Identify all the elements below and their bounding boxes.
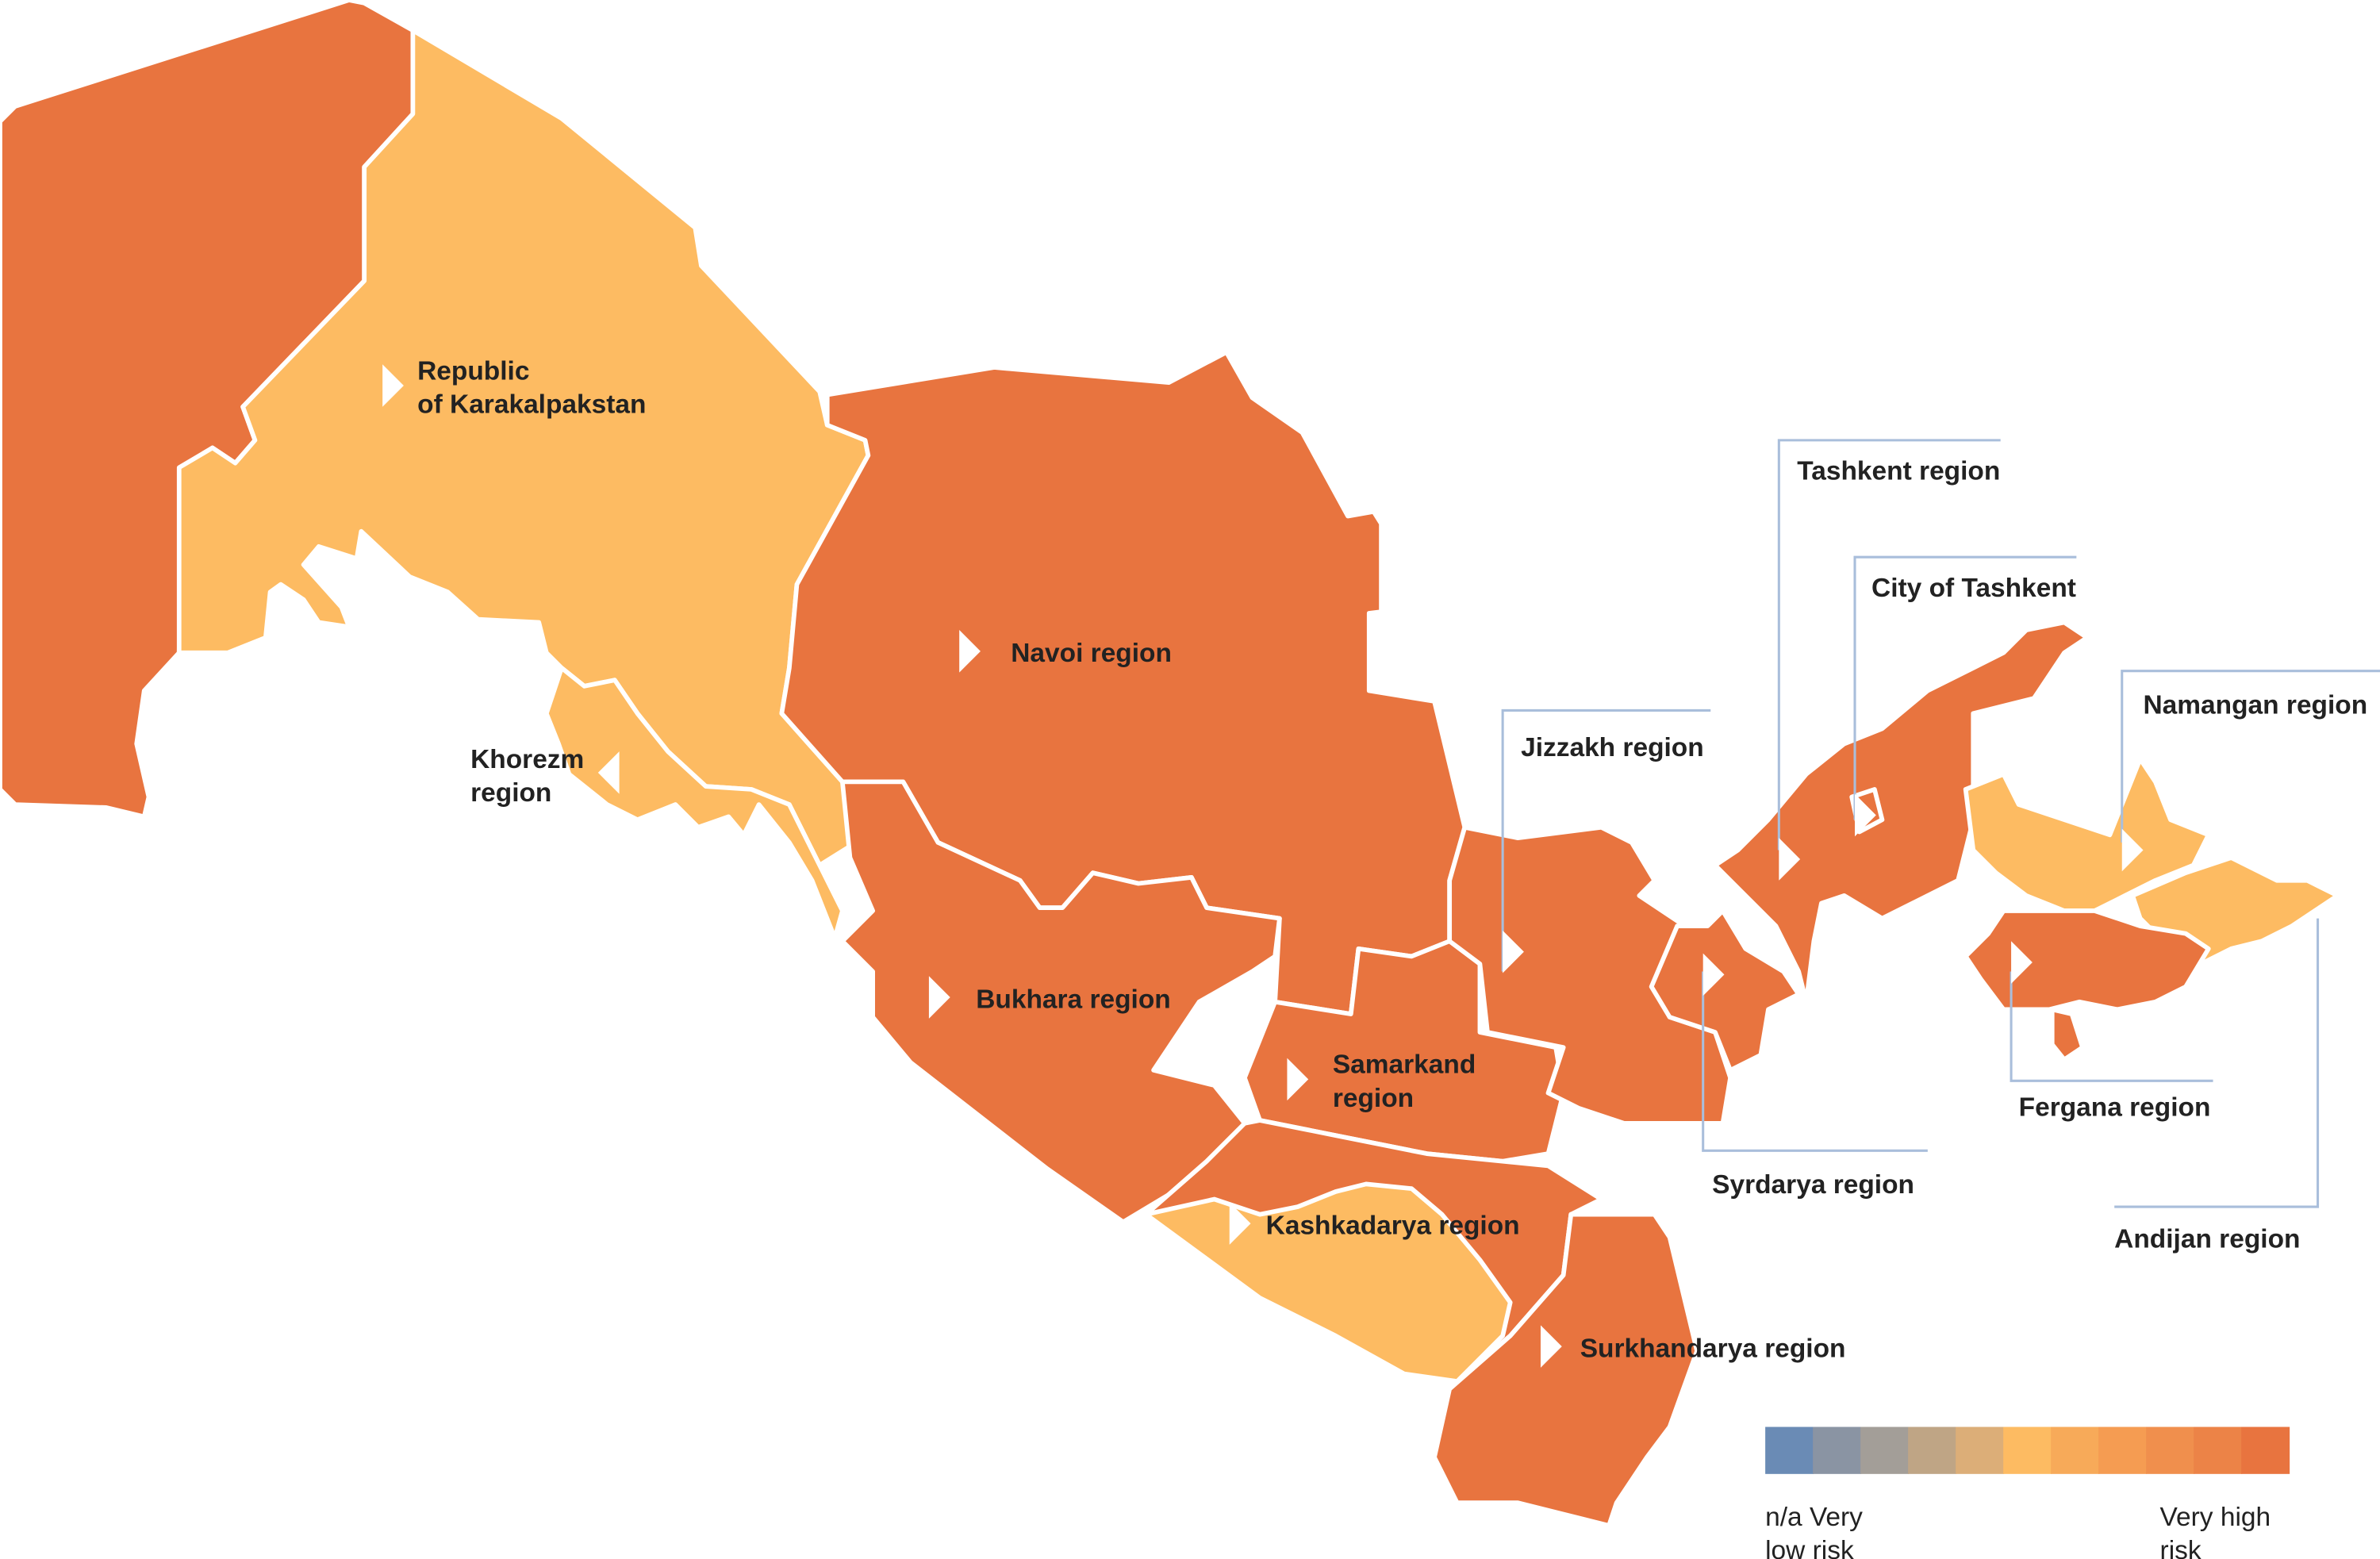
legend-swatch-7 (2098, 1427, 2148, 1474)
label-karakalpakstan: Republic of Karakalpakstan (417, 356, 646, 419)
label-khorezm: Khorezm region (470, 745, 584, 808)
legend-low-label: n/a Very low risk (1765, 1503, 1863, 1559)
risk-legend: n/a Very low risk Very high risk (1765, 1427, 2290, 1559)
legend-swatch-2 (1860, 1427, 1910, 1474)
callout-line-fergana (2010, 971, 2213, 1082)
region-tashkent-region[interactable] (1713, 620, 2090, 1004)
marker-triangle-icon-samarkand (1287, 1058, 1309, 1101)
legend-swatch-1 (1813, 1427, 1862, 1474)
label-bukhara: Bukhara region (976, 985, 1170, 1014)
callout-line-jizzakh (1501, 708, 1711, 972)
marker-triangle-icon-bukhara (928, 976, 950, 1019)
marker-triangle-icon-namangan (2121, 828, 2144, 872)
legend-swatch-8 (2146, 1427, 2195, 1474)
callout-lines (1501, 439, 2380, 1208)
label-samarkand: Samarkand region (1333, 1050, 1476, 1113)
callout-line-tashkent-region (1777, 439, 2001, 851)
marker-triangle-icon-tashkent-region (1779, 838, 1801, 881)
marker-triangle-icon-tashkent-city (1855, 793, 1876, 837)
callout-line-namangan (2121, 670, 2380, 843)
label-fergana: Fergana region (2019, 1092, 2211, 1122)
region-labels: Republic of Karakalpakstan Navoi region K… (417, 356, 2367, 1363)
legend-swatch-9 (2194, 1427, 2243, 1474)
legend-swatch-0 (1765, 1427, 1814, 1474)
regions-layer (0, 0, 2338, 1528)
label-kashkadarya: Kashkadarya region (1266, 1211, 1520, 1241)
label-surkhandarya: Surkhandarya region (1580, 1334, 1846, 1363)
marker-triangle-icon-navoi (959, 630, 981, 673)
region-khorezm[interactable] (543, 666, 845, 941)
region-namangan[interactable] (1963, 756, 2211, 913)
marker-triangle-icon-karakalpakstan (382, 364, 404, 407)
marker-triangle-icon-khorezm (597, 751, 620, 794)
region-syrdarya[interactable] (1649, 908, 1802, 1073)
region-bukhara[interactable] (839, 779, 1282, 1225)
legend-swatch-3 (1908, 1427, 1957, 1474)
region-surkhandarya[interactable] (1432, 1211, 1699, 1528)
marker-triangle-icon-surkhandarya (1540, 1325, 1562, 1368)
label-tashkent-region: Tashkent region (1797, 457, 2000, 486)
label-namangan: Namangan region (2144, 690, 2368, 720)
label-tashkent-city: City of Tashkent (1871, 574, 2076, 603)
marker-triangle-icon-syrdarya (1702, 953, 1725, 996)
marker-triangle-icon-kashkadarya (1229, 1202, 1251, 1245)
region-markers (382, 364, 2144, 1368)
legend-high-label: Very high risk (2160, 1503, 2271, 1559)
label-jizzakh: Jizzakh region (1521, 733, 1704, 762)
legend-swatch-4 (1956, 1427, 2005, 1474)
region-fergana[interactable] (1963, 908, 2211, 1012)
callout-line-tashkent-city (1853, 555, 2077, 820)
marker-triangle-icon-jizzakh (1503, 930, 1524, 973)
callout-line-syrdarya (1702, 971, 1928, 1152)
region-fergana-exclave[interactable] (2049, 1007, 2085, 1062)
legend-swatch-6 (2051, 1427, 2100, 1474)
region-jizzakh[interactable] (1447, 824, 1733, 1126)
callout-line-andijan (2114, 918, 2320, 1208)
label-navoi: Navoi region (1011, 639, 1172, 668)
label-andijan: Andijan region (2114, 1225, 2300, 1254)
label-syrdarya: Syrdarya region (1712, 1170, 1914, 1200)
legend-color-scale (1765, 1427, 2290, 1474)
legend-swatch-5 (2003, 1427, 2052, 1474)
legend-swatch-10 (2241, 1427, 2290, 1474)
marker-triangle-icon-fergana (2011, 941, 2033, 984)
